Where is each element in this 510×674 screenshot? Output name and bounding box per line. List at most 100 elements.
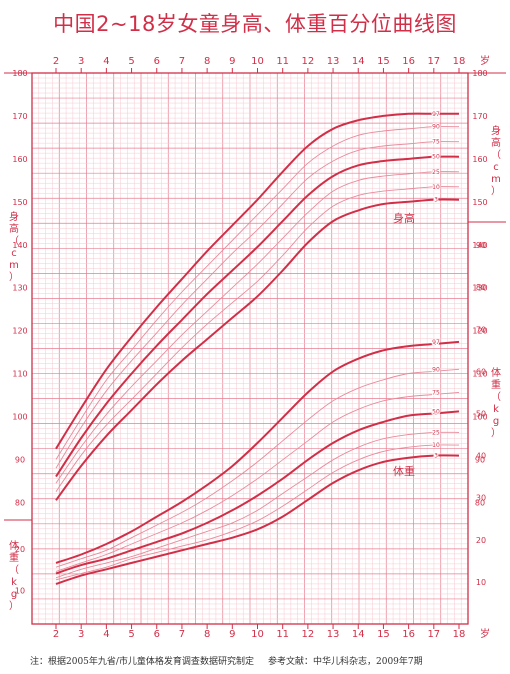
x-tick-label-top: 16: [402, 56, 415, 67]
x-tick-label-bottom: 18: [453, 629, 466, 640]
height-curve-label-p3: 3: [434, 197, 438, 204]
x-tick-label-bottom: 3: [78, 629, 84, 640]
height-curve-p50: [55, 155, 460, 478]
height-tick-label-right: 130: [472, 284, 487, 293]
height-axis-title-left: ）: [9, 271, 19, 283]
weight-curve-label-p90: 90: [432, 366, 440, 373]
x-tick-label-bottom: 12: [302, 629, 315, 640]
height-curve-p75: [55, 141, 460, 469]
height-axis-title-right: ）: [491, 185, 501, 197]
height-group-label: 身高: [393, 211, 415, 225]
x-tick-label-bottom: 11: [276, 629, 289, 640]
footnote-source: 注：根据2005年九省/市儿童体格发育调查数据研究制定: [30, 657, 254, 667]
weight-tick-label-right: 70: [476, 325, 486, 334]
x-tick-label-top: 6: [154, 56, 160, 67]
weight-axis-title-left: （: [9, 564, 19, 576]
height-curve-p25: [55, 171, 460, 484]
weight-curve-p25: [55, 431, 460, 579]
weight-axis-title-left: ）: [9, 600, 19, 612]
x-tick-label-top: 8: [204, 56, 210, 67]
x-tick-label-bottom: 15: [377, 629, 390, 640]
height-curve-p3: [55, 198, 460, 501]
weight-curve-p90: [55, 368, 460, 568]
weight-axis-title-left: g: [11, 589, 17, 600]
x-tick-label-top: 14: [352, 56, 365, 67]
height-curve-label-p50: 50: [432, 154, 440, 161]
weight-axis-title-left: 体: [9, 540, 19, 552]
x-tick-label-bottom: 7: [179, 629, 185, 640]
weight-axis-title-right: ）: [491, 427, 501, 439]
height-tick-label-right: 100: [472, 413, 487, 422]
weight-tick-label-right: 30: [476, 494, 486, 503]
axis-labels: 2 2 3 3 4 4 5 5 6 6 7 7 8 8 9 9 10 10 11 11 12 12 13 13 14 14 15 15…: [9, 54, 501, 640]
x-tick-label-bottom: 8: [204, 629, 210, 640]
x-tick-label-top: 18: [453, 56, 466, 67]
x-tick-label-top: 13: [327, 56, 340, 67]
height-tick-label-left: 120: [12, 327, 27, 336]
height-tick-label-left: 180: [12, 69, 27, 78]
height-tick-label-right: 140: [472, 241, 487, 250]
weight-curve-p50: [55, 410, 460, 575]
plot-frame: [31, 72, 469, 625]
x-tick-label-bottom: 10: [251, 629, 264, 640]
height-curve-p90: [55, 126, 460, 460]
footnote-reference: 参考文献：中华儿科杂志，2009年7期: [268, 657, 423, 667]
weight-curve-p97: [55, 340, 460, 564]
x-tick-label-bottom: 13: [327, 629, 340, 640]
height-axis-title-left: 高: [9, 222, 19, 235]
weight-group-label: 体重: [393, 464, 415, 478]
x-tick-label-bottom: 6: [154, 629, 160, 640]
height-axis-title-left: m: [9, 260, 19, 271]
percentile-curves: [55, 112, 460, 585]
x-tick-label-top: 15: [377, 56, 390, 67]
height-tick-label-right: 110: [472, 370, 487, 379]
x-tick-label-top: 2: [53, 56, 59, 67]
weight-axis-title-left: 重: [9, 551, 19, 564]
x-tick-label-bottom: 17: [427, 629, 440, 640]
height-curve-p10: [55, 186, 460, 492]
weight-axis-title-right: g: [493, 416, 499, 427]
x-axis-unit-bottom: 岁: [480, 627, 490, 640]
weight-curve-p75: [55, 391, 460, 572]
x-tick-label-top: 5: [128, 56, 134, 67]
height-axis-title-left: （: [9, 235, 19, 247]
height-tick-label-right: 90: [475, 455, 485, 464]
height-tick-label-left: 170: [12, 112, 27, 121]
x-tick-label-bottom: 2: [53, 629, 59, 640]
height-tick-label-left: 130: [12, 284, 27, 293]
x-axis-unit-top: 岁: [480, 54, 490, 67]
x-tick-label-top: 11: [276, 56, 289, 67]
height-axis-title-right: 身: [491, 124, 501, 137]
x-tick-label-bottom: 14: [352, 629, 365, 640]
weight-axis-title-left: k: [11, 577, 17, 588]
x-tick-label-top: 10: [251, 56, 264, 67]
weight-tick-label-left: 20: [15, 545, 25, 554]
x-tick-label-top: 3: [78, 56, 84, 67]
weight-tick-label-right: 80: [476, 283, 486, 292]
height-tick-label-right: 150: [472, 198, 487, 207]
height-axis-title-right: （: [491, 149, 501, 161]
x-tick-label-top: 17: [427, 56, 440, 67]
weight-curve-p10: [55, 444, 460, 581]
height-curve-p97: [55, 112, 459, 450]
weight-tick-label-left: 10: [15, 587, 25, 596]
x-tick-label-bottom: 9: [229, 629, 235, 640]
weight-tick-label-right: 40: [476, 452, 486, 461]
height-tick-label-right: 180: [472, 69, 487, 78]
height-axis-title-right: 高: [491, 136, 501, 149]
height-tick-label-right: 160: [472, 155, 487, 164]
grid: [31, 72, 469, 625]
height-tick-label-left: 160: [12, 155, 27, 164]
height-tick-label-right: 120: [472, 327, 487, 336]
height-axis-title-right: c: [493, 162, 499, 173]
weight-tick-label-right: 20: [476, 536, 486, 545]
weight-tick-label-right: 60: [476, 367, 486, 376]
weight-axis-title-right: 重: [491, 378, 501, 391]
x-tick-label-top: 9: [229, 56, 235, 67]
x-tick-label-bottom: 16: [402, 629, 415, 640]
height-tick-label-left: 110: [12, 370, 27, 379]
height-tick-label-left: 140: [12, 241, 27, 250]
weight-curve-label-p75: 75: [432, 389, 440, 396]
axes: [4, 68, 506, 629]
weight-curve-label-p3: 3: [434, 453, 438, 460]
